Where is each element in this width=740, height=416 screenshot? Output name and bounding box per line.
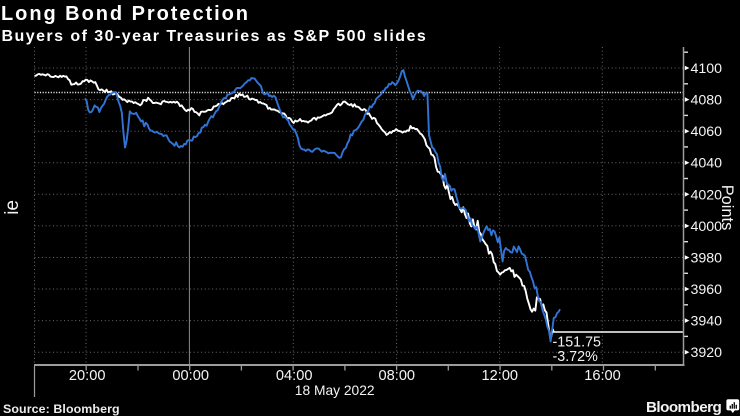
svg-text:12:00: 12:00 [482, 368, 519, 384]
svg-text:4100: 4100 [691, 61, 723, 77]
svg-text:4080: 4080 [691, 93, 723, 109]
svg-text:4000: 4000 [691, 219, 723, 235]
svg-text:-3.72%: -3.72% [553, 349, 599, 365]
svg-text:04:00: 04:00 [276, 368, 313, 384]
svg-text:ie: ie [2, 200, 23, 215]
svg-text:3980: 3980 [691, 251, 723, 267]
svg-text:18 May 2022: 18 May 2022 [295, 383, 375, 398]
svg-text:4040: 4040 [691, 156, 723, 172]
svg-text:3920: 3920 [691, 345, 723, 361]
svg-text:3960: 3960 [691, 282, 723, 298]
svg-text:08:00: 08:00 [379, 368, 416, 384]
svg-text:4060: 4060 [691, 124, 723, 140]
svg-text:-151.75: -151.75 [553, 334, 602, 350]
svg-text:00:00: 00:00 [172, 368, 209, 384]
svg-text:4020: 4020 [691, 187, 723, 203]
svg-text:3940: 3940 [691, 314, 723, 330]
svg-text:Points: Points [718, 185, 736, 231]
svg-text:16:00: 16:00 [584, 368, 621, 384]
svg-text:20:00: 20:00 [69, 368, 106, 384]
